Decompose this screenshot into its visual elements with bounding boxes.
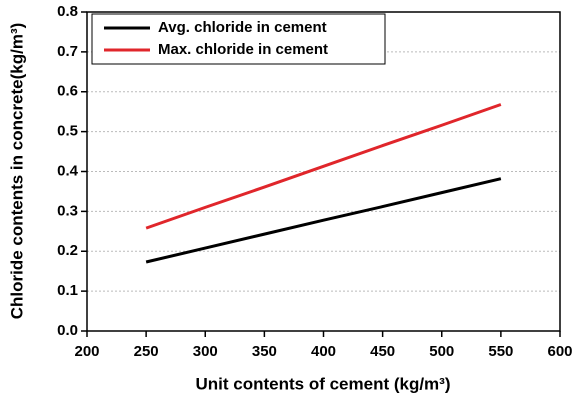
y-tick-label: 0.2 — [57, 242, 78, 259]
y-axis-title: Chloride contents in concrete(kg/m³) — [7, 23, 26, 320]
plot-frame — [86, 11, 561, 332]
y-tick-label: 0.1 — [57, 282, 78, 299]
data-line — [145, 103, 502, 230]
legend-label: Avg. chloride in cement — [158, 19, 327, 36]
y-tick-label: 0.8 — [57, 3, 78, 20]
y-tick-label: 0.7 — [57, 43, 78, 60]
x-axis-title: Unit contents of cement (kg/m³) — [195, 374, 450, 393]
legend-box — [91, 13, 386, 65]
y-tick-label: 0.0 — [57, 322, 78, 339]
legend-label: Max. chloride in cement — [158, 41, 328, 58]
y-tick-label: 0.4 — [57, 162, 79, 179]
x-tick-label: 200 — [74, 343, 99, 360]
x-tick-label: 300 — [193, 343, 218, 360]
x-tick-label: 400 — [311, 343, 336, 360]
x-tick-label: 350 — [252, 343, 277, 360]
x-tick-label: 550 — [488, 343, 513, 360]
x-tick-label: 600 — [547, 343, 572, 360]
x-tick-label: 250 — [134, 343, 159, 360]
data-line — [145, 177, 502, 264]
x-tick-label: 500 — [429, 343, 454, 360]
y-tick-label: 0.6 — [57, 83, 78, 100]
y-tick-label: 0.3 — [57, 202, 78, 219]
x-tick-label: 450 — [370, 343, 395, 360]
y-tick-label: 0.5 — [57, 123, 78, 140]
